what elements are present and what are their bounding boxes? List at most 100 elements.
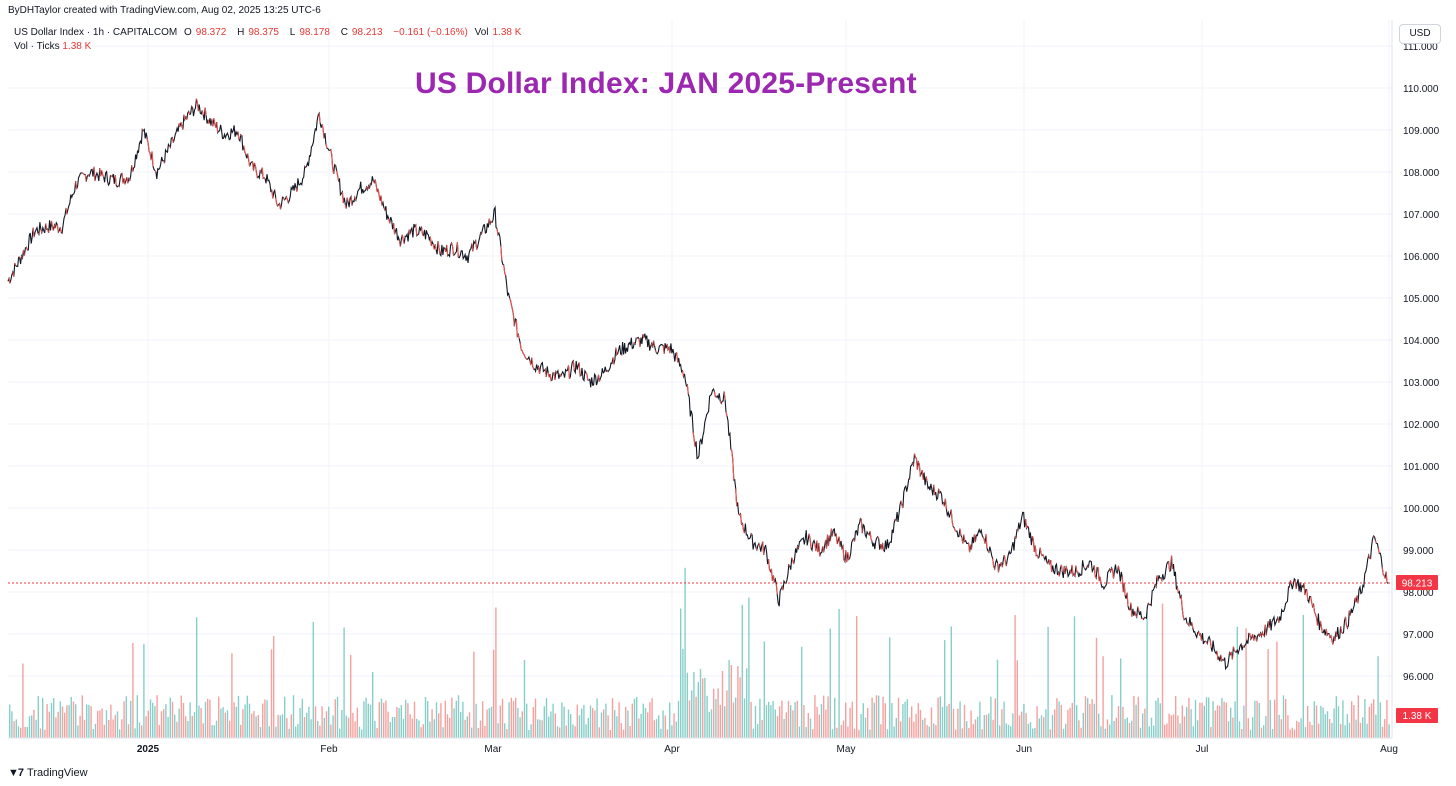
- volume-legend-label[interactable]: Vol · Ticks: [14, 41, 60, 52]
- x-tick-label: Mar: [484, 744, 502, 755]
- down-candle: [808, 533, 811, 539]
- down-candle: [1230, 651, 1233, 660]
- symbol-name[interactable]: US Dollar Index · 1h · CAPITALCOM: [14, 27, 178, 38]
- last-volume-badge-bg: [1396, 708, 1438, 723]
- volume-bar: [33, 709, 35, 738]
- down-candle: [1205, 641, 1208, 644]
- volume-bar: [154, 706, 156, 738]
- down-candle: [47, 228, 50, 233]
- volume-bar: [1021, 711, 1023, 738]
- volume-bar: [334, 699, 336, 738]
- open-value: O 98.372: [184, 27, 230, 38]
- volume-bar: [312, 621, 314, 738]
- volume-bar: [455, 700, 457, 738]
- price-axis[interactable]: 111.000 110.000 109.000 108.000 107.000 106.0…: [1403, 42, 1440, 683]
- volume-bar: [363, 701, 365, 738]
- volume-bar: [1115, 717, 1117, 738]
- volume-bar: [92, 729, 94, 738]
- down-candle: [828, 535, 831, 542]
- down-candle: [1187, 623, 1190, 626]
- volume-bar: [607, 715, 609, 738]
- volume-bar: [864, 717, 867, 738]
- volume-bar: [288, 728, 290, 738]
- volume-bar: [301, 698, 303, 738]
- down-candle: [1319, 620, 1322, 627]
- down-candle: [524, 356, 527, 359]
- down-candle: [993, 566, 996, 570]
- down-candle: [408, 229, 411, 235]
- down-candle: [719, 400, 722, 404]
- volume-bar: [427, 701, 429, 738]
- down-candle: [769, 569, 771, 572]
- volume-bar: [1161, 603, 1164, 738]
- down-candle: [1232, 646, 1235, 651]
- volume-bar: [1100, 726, 1102, 738]
- volume-bar: [323, 718, 325, 738]
- volume-bar: [801, 646, 803, 738]
- volume-bar: [963, 704, 966, 738]
- volume-bar: [42, 697, 44, 738]
- volume-bar: [796, 700, 798, 738]
- down-candle: [350, 196, 353, 206]
- volume-bar: [1318, 723, 1320, 738]
- volume-bar: [176, 721, 178, 738]
- volume-bar: [809, 718, 812, 738]
- volume-bar: [233, 702, 235, 738]
- down-candle: [204, 107, 207, 116]
- volume-bar: [592, 708, 594, 738]
- down-candle: [739, 513, 743, 525]
- volume-bar: [792, 710, 794, 738]
- down-candle: [488, 218, 491, 224]
- down-candle: [681, 370, 685, 377]
- down-candle: [163, 160, 166, 164]
- volume-bar: [1331, 722, 1333, 738]
- volume-bar: [721, 671, 724, 738]
- volume-bar: [1181, 705, 1183, 738]
- low-number: 98.178: [299, 27, 330, 38]
- volume-bar: [372, 672, 374, 738]
- volume-bar: [68, 705, 70, 738]
- volume-bar: [486, 709, 488, 738]
- volume-bar: [1155, 700, 1157, 738]
- volume-bar: [61, 706, 64, 738]
- volume-bar: [827, 696, 829, 738]
- footer-brand: TradingView: [27, 767, 88, 779]
- volume-bar: [1197, 720, 1199, 738]
- down-candle: [750, 533, 753, 536]
- down-candle: [870, 538, 873, 542]
- volume-bar: [70, 696, 72, 738]
- volume-bar: [959, 701, 961, 738]
- volume-bar: [28, 716, 31, 738]
- down-candle: [809, 538, 812, 549]
- down-candle: [398, 240, 401, 247]
- down-candle: [818, 543, 821, 557]
- down-candle: [366, 186, 369, 190]
- volume-bar: [752, 728, 754, 738]
- volume-bar: [1249, 729, 1252, 738]
- y-tick-label: 110.000: [1403, 84, 1439, 95]
- volume-bar: [543, 706, 545, 738]
- down-candle: [512, 314, 515, 327]
- volume-bar: [820, 704, 823, 738]
- currency-button[interactable]: USD: [1399, 24, 1441, 44]
- volume-bar: [1027, 723, 1029, 738]
- volume-bar: [290, 714, 292, 738]
- time-axis[interactable]: 2025 Feb Mar Apr May Jun Jul Aug: [137, 744, 1398, 755]
- volume-bar: [651, 698, 653, 738]
- volume-bar: [589, 705, 592, 738]
- volume-bar: [1076, 705, 1078, 738]
- volume-bar: [1179, 723, 1181, 738]
- down-candle: [918, 463, 921, 476]
- volume-bar: [226, 710, 229, 738]
- down-candle: [547, 372, 550, 378]
- volume-bar: [1177, 715, 1179, 738]
- volume-bar: [284, 696, 286, 738]
- volume-bar: [1131, 720, 1133, 738]
- volume-bar: [1258, 703, 1260, 738]
- down-candle: [388, 218, 391, 224]
- down-candle: [149, 152, 152, 161]
- down-candle: [860, 518, 862, 520]
- volume-bar: [1018, 715, 1021, 738]
- volume-bar: [1159, 703, 1161, 738]
